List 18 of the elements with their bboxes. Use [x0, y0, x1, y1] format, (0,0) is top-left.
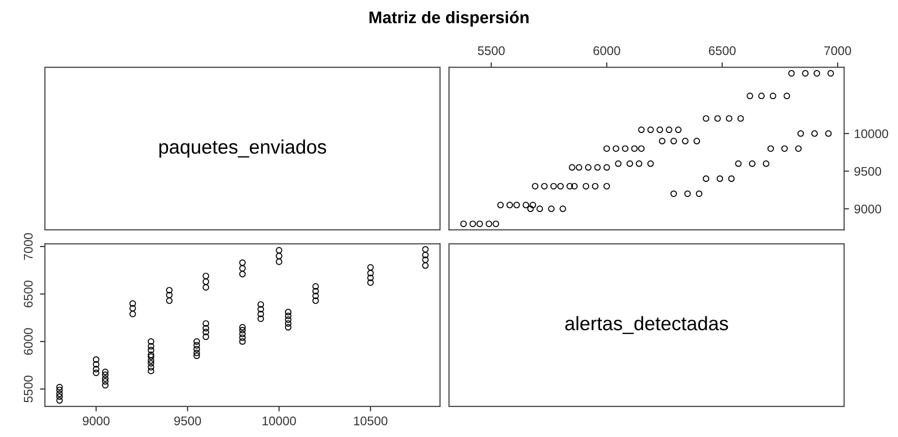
text: paquetes_enviados	[159, 140, 326, 158]
x-tick-label: 10500	[354, 416, 388, 426]
y-tick-label: 6000	[24, 328, 33, 355]
y-tick-label: 9500	[854, 166, 882, 176]
y-tick-label: 6500	[24, 280, 33, 308]
y-tick-label: 9000	[854, 204, 882, 214]
x-tick-label: 7000	[824, 46, 852, 56]
x-tick-label: 10000	[262, 416, 296, 426]
x-tick-label: 9000	[82, 416, 110, 426]
x-tick-label: 9500	[174, 416, 201, 426]
y-tick-label: 5500	[24, 376, 33, 402]
y-tick-label: 7000	[24, 233, 33, 260]
x-tick-label: 5500	[478, 46, 505, 56]
x-tick-label: 6500	[708, 46, 736, 56]
x-tick-label: 6000	[593, 46, 620, 56]
y-tick-label: 10000	[854, 129, 888, 138]
text: Matriz de dispersión	[370, 10, 529, 27]
text: alertas_detectadas	[565, 316, 728, 334]
